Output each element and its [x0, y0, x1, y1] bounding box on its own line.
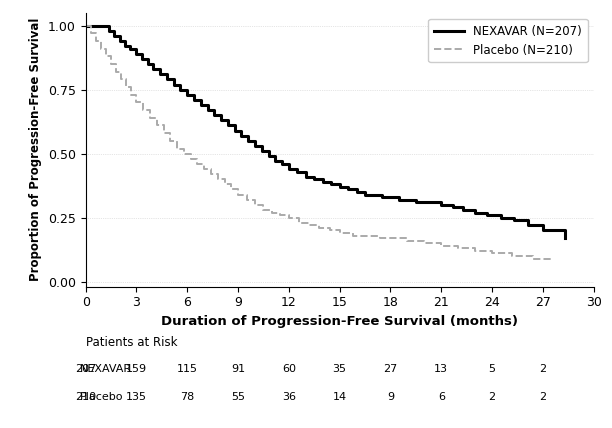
Text: 36: 36: [282, 392, 296, 401]
Text: 2: 2: [539, 392, 547, 401]
X-axis label: Duration of Progression-Free Survival (months): Duration of Progression-Free Survival (m…: [161, 315, 518, 328]
Text: 55: 55: [231, 392, 245, 401]
Text: 210: 210: [75, 392, 96, 401]
Text: 2: 2: [488, 392, 496, 401]
Text: 27: 27: [383, 364, 398, 374]
Text: 6: 6: [438, 392, 445, 401]
Text: 60: 60: [282, 364, 296, 374]
Text: 115: 115: [177, 364, 198, 374]
Text: Placebo: Placebo: [80, 392, 123, 401]
Text: 5: 5: [488, 364, 496, 374]
Text: 78: 78: [180, 392, 195, 401]
Text: 91: 91: [231, 364, 245, 374]
Text: 135: 135: [126, 392, 147, 401]
Text: NEXAVAR: NEXAVAR: [80, 364, 132, 374]
Text: 159: 159: [126, 364, 147, 374]
Text: 35: 35: [333, 364, 346, 374]
Text: Patients at Risk: Patients at Risk: [86, 336, 177, 349]
Y-axis label: Proportion of Progression-Free Survival: Proportion of Progression-Free Survival: [29, 18, 42, 282]
Text: 14: 14: [332, 392, 347, 401]
Legend: NEXAVAR (N=207), Placebo (N=210): NEXAVAR (N=207), Placebo (N=210): [428, 19, 588, 62]
Text: 2: 2: [539, 364, 547, 374]
Text: 13: 13: [435, 364, 448, 374]
Text: 9: 9: [387, 392, 394, 401]
Text: 207: 207: [75, 364, 96, 374]
